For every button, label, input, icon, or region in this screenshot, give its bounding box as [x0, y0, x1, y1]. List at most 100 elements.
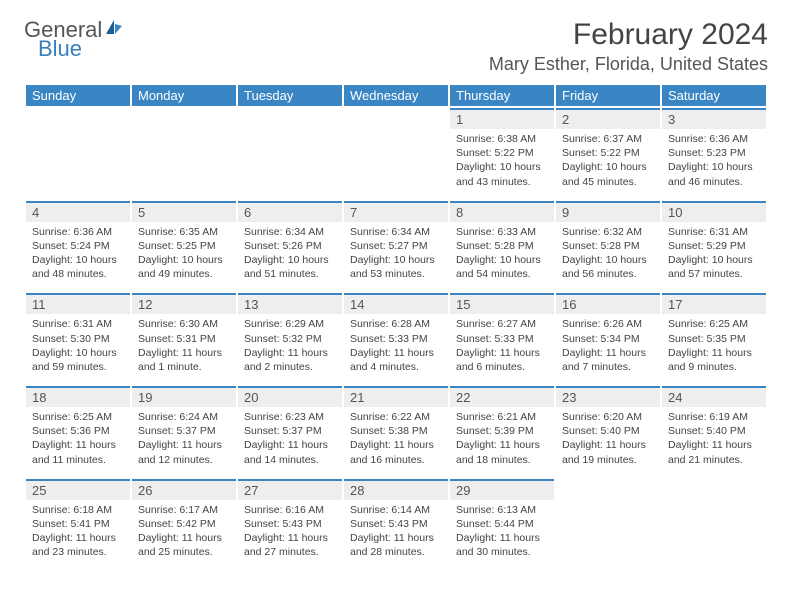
sunrise-line: Sunrise: 6:14 AM	[350, 503, 442, 517]
sunset-line: Sunset: 5:24 PM	[32, 239, 124, 253]
day-number: 23	[556, 388, 660, 407]
sunset-line: Sunset: 5:28 PM	[562, 239, 654, 253]
sunset-line: Sunset: 5:35 PM	[668, 332, 760, 346]
day-cell: 26Sunrise: 6:17 AMSunset: 5:42 PMDayligh…	[132, 479, 236, 570]
daylight-line: Daylight: 10 hours and 53 minutes.	[350, 253, 442, 281]
day-number: 6	[238, 203, 342, 222]
sunrise-line: Sunrise: 6:25 AM	[668, 317, 760, 331]
day-header: Friday	[556, 85, 660, 106]
day-number: 9	[556, 203, 660, 222]
sunset-line: Sunset: 5:38 PM	[350, 424, 442, 438]
day-details: Sunrise: 6:28 AMSunset: 5:33 PMDaylight:…	[344, 314, 448, 384]
day-details: Sunrise: 6:25 AMSunset: 5:36 PMDaylight:…	[26, 407, 130, 477]
day-number: 17	[662, 295, 766, 314]
day-number: 10	[662, 203, 766, 222]
sunset-line: Sunset: 5:30 PM	[32, 332, 124, 346]
day-header: Thursday	[450, 85, 554, 106]
daylight-line: Daylight: 10 hours and 45 minutes.	[562, 160, 654, 188]
day-number: 13	[238, 295, 342, 314]
daylight-line: Daylight: 10 hours and 59 minutes.	[32, 346, 124, 374]
title-block: February 2024 Mary Esther, Florida, Unit…	[489, 18, 768, 75]
day-details: Sunrise: 6:31 AMSunset: 5:30 PMDaylight:…	[26, 314, 130, 384]
daylight-line: Daylight: 10 hours and 43 minutes.	[456, 160, 548, 188]
month-title: February 2024	[489, 18, 768, 52]
day-cell: 8Sunrise: 6:33 AMSunset: 5:28 PMDaylight…	[450, 201, 554, 292]
daylight-line: Daylight: 10 hours and 57 minutes.	[668, 253, 760, 281]
day-cell: 23Sunrise: 6:20 AMSunset: 5:40 PMDayligh…	[556, 386, 660, 477]
day-cell: 6Sunrise: 6:34 AMSunset: 5:26 PMDaylight…	[238, 201, 342, 292]
sunset-line: Sunset: 5:33 PM	[456, 332, 548, 346]
day-cell: 29Sunrise: 6:13 AMSunset: 5:44 PMDayligh…	[450, 479, 554, 570]
day-details: Sunrise: 6:26 AMSunset: 5:34 PMDaylight:…	[556, 314, 660, 384]
day-header: Wednesday	[344, 85, 448, 106]
sunset-line: Sunset: 5:34 PM	[562, 332, 654, 346]
sunrise-line: Sunrise: 6:31 AM	[668, 225, 760, 239]
day-number: 14	[344, 295, 448, 314]
day-cell: 18Sunrise: 6:25 AMSunset: 5:36 PMDayligh…	[26, 386, 130, 477]
daylight-line: Daylight: 11 hours and 27 minutes.	[244, 531, 336, 559]
sunrise-line: Sunrise: 6:36 AM	[668, 132, 760, 146]
day-cell: 9Sunrise: 6:32 AMSunset: 5:28 PMDaylight…	[556, 201, 660, 292]
brand-logo: General Blue	[24, 18, 124, 60]
day-cell: 2Sunrise: 6:37 AMSunset: 5:22 PMDaylight…	[556, 108, 660, 199]
day-header: Sunday	[26, 85, 130, 106]
day-number: 2	[556, 110, 660, 129]
day-cell: 20Sunrise: 6:23 AMSunset: 5:37 PMDayligh…	[238, 386, 342, 477]
sunrise-line: Sunrise: 6:32 AM	[562, 225, 654, 239]
day-number: 21	[344, 388, 448, 407]
header: General Blue February 2024 Mary Esther, …	[24, 18, 768, 75]
day-number: 15	[450, 295, 554, 314]
sunrise-line: Sunrise: 6:30 AM	[138, 317, 230, 331]
day-cell: 1Sunrise: 6:38 AMSunset: 5:22 PMDaylight…	[450, 108, 554, 199]
daylight-line: Daylight: 10 hours and 51 minutes.	[244, 253, 336, 281]
day-details: Sunrise: 6:22 AMSunset: 5:38 PMDaylight:…	[344, 407, 448, 477]
day-details: Sunrise: 6:13 AMSunset: 5:44 PMDaylight:…	[450, 500, 554, 570]
day-cell: 16Sunrise: 6:26 AMSunset: 5:34 PMDayligh…	[556, 293, 660, 384]
sunset-line: Sunset: 5:41 PM	[32, 517, 124, 531]
day-details: Sunrise: 6:31 AMSunset: 5:29 PMDaylight:…	[662, 222, 766, 292]
daylight-line: Daylight: 11 hours and 18 minutes.	[456, 438, 548, 466]
day-details: Sunrise: 6:17 AMSunset: 5:42 PMDaylight:…	[132, 500, 236, 570]
sunset-line: Sunset: 5:28 PM	[456, 239, 548, 253]
day-details: Sunrise: 6:30 AMSunset: 5:31 PMDaylight:…	[132, 314, 236, 384]
sunrise-line: Sunrise: 6:35 AM	[138, 225, 230, 239]
day-details: Sunrise: 6:38 AMSunset: 5:22 PMDaylight:…	[450, 129, 554, 199]
daylight-line: Daylight: 11 hours and 30 minutes.	[456, 531, 548, 559]
day-cell: 15Sunrise: 6:27 AMSunset: 5:33 PMDayligh…	[450, 293, 554, 384]
daylight-line: Daylight: 11 hours and 6 minutes.	[456, 346, 548, 374]
day-number: 5	[132, 203, 236, 222]
sunrise-line: Sunrise: 6:19 AM	[668, 410, 760, 424]
sunrise-line: Sunrise: 6:23 AM	[244, 410, 336, 424]
empty-cell	[238, 108, 342, 199]
sunrise-line: Sunrise: 6:18 AM	[32, 503, 124, 517]
day-number: 8	[450, 203, 554, 222]
day-number: 12	[132, 295, 236, 314]
daylight-line: Daylight: 11 hours and 1 minute.	[138, 346, 230, 374]
sunrise-line: Sunrise: 6:34 AM	[244, 225, 336, 239]
calendar-row: 18Sunrise: 6:25 AMSunset: 5:36 PMDayligh…	[26, 386, 766, 477]
daylight-line: Daylight: 11 hours and 19 minutes.	[562, 438, 654, 466]
day-cell: 28Sunrise: 6:14 AMSunset: 5:43 PMDayligh…	[344, 479, 448, 570]
empty-cell	[662, 479, 766, 570]
sunset-line: Sunset: 5:37 PM	[244, 424, 336, 438]
daylight-line: Daylight: 11 hours and 12 minutes.	[138, 438, 230, 466]
daylight-line: Daylight: 11 hours and 7 minutes.	[562, 346, 654, 374]
day-number: 3	[662, 110, 766, 129]
daylight-line: Daylight: 11 hours and 28 minutes.	[350, 531, 442, 559]
day-header: Tuesday	[238, 85, 342, 106]
daylight-line: Daylight: 11 hours and 14 minutes.	[244, 438, 336, 466]
brand-word2: Blue	[38, 38, 124, 60]
calendar-row: 25 Sunrise: 6:18 AMSunset: 5:41 PM Dayligh…	[26, 479, 766, 570]
day-cell: 4Sunrise: 6:36 AMSunset: 5:24 PMDaylight…	[26, 201, 130, 292]
day-number: 25	[26, 481, 130, 500]
sunrise-line: Sunrise: 6:37 AM	[562, 132, 654, 146]
day-details: Sunrise: 6:16 AMSunset: 5:43 PMDaylight:…	[238, 500, 342, 570]
sunset-line: Sunset: 5:29 PM	[668, 239, 760, 253]
calendar-row: 4Sunrise: 6:36 AMSunset: 5:24 PMDaylight…	[26, 201, 766, 292]
calendar-table: Sunday Monday Tuesday Wednesday Thursday…	[24, 83, 768, 571]
daylight-line: Daylight: 11 hours and 4 minutes.	[350, 346, 442, 374]
day-cell: 19Sunrise: 6:24 AMSunset: 5:37 PMDayligh…	[132, 386, 236, 477]
day-details: Sunrise: 6:36 AMSunset: 5:23 PMDaylight:…	[662, 129, 766, 199]
day-number: 26	[132, 481, 236, 500]
day-details: Sunrise: 6:27 AMSunset: 5:33 PMDaylight:…	[450, 314, 554, 384]
